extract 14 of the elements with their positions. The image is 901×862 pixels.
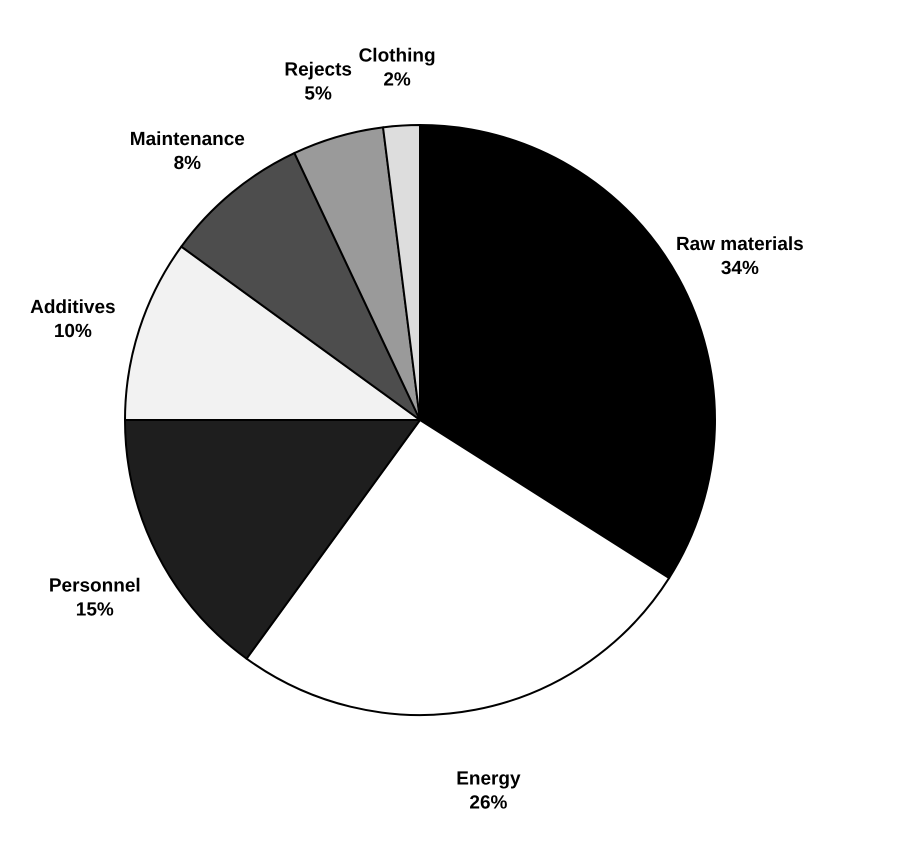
slice-label: Personnel: [48, 576, 141, 597]
slice-label: Additives: [30, 297, 116, 318]
data-label: 34%: [720, 258, 759, 280]
data-label: 10%: [54, 321, 92, 342]
data-label: 5%: [304, 83, 332, 104]
data-label: 15%: [76, 600, 114, 621]
data-label: 8%: [174, 152, 202, 174]
slice-label: Energy: [456, 768, 522, 790]
slice-label: Maintenance: [130, 128, 245, 150]
slice-label: Raw materials: [676, 234, 804, 256]
data-label: 2%: [383, 70, 411, 91]
data-label: 26%: [469, 792, 508, 814]
slice-label: Clothing: [358, 46, 436, 67]
slice-label: Rejects: [284, 59, 352, 80]
